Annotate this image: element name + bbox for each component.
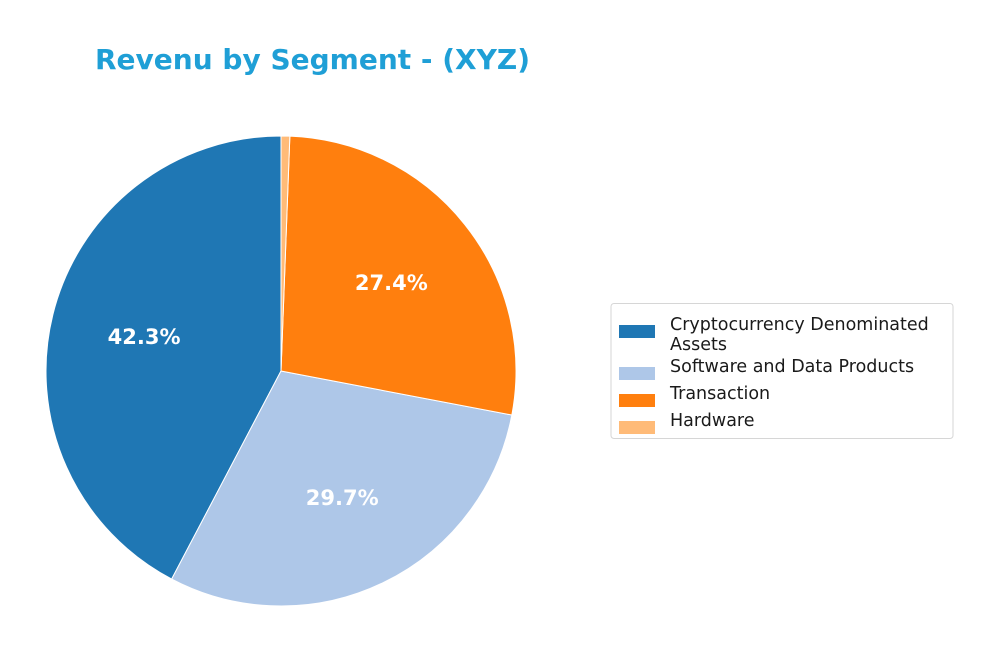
pie-slice bbox=[171, 370, 513, 607]
legend-swatch bbox=[619, 421, 655, 434]
legend-label: Hardware bbox=[670, 411, 755, 431]
legend-swatch bbox=[619, 325, 655, 338]
legend-items: Cryptocurrency Denominated AssetsSoftware… bbox=[619, 315, 929, 434]
legend-label: Software and Data Products bbox=[670, 357, 914, 377]
pie-slice bbox=[280, 135, 517, 416]
slice-percent-label: 29.7% bbox=[306, 486, 379, 510]
legend-frame bbox=[610, 303, 954, 439]
pie-slice bbox=[45, 135, 282, 580]
slice-percent-label: 27.4% bbox=[355, 271, 428, 295]
legend: Cryptocurrency Denominated AssetsSoftware… bbox=[610, 303, 954, 439]
legend-label: Cryptocurrency Denominated Assets bbox=[670, 315, 929, 355]
chart-title: Revenu by Segment - (XYZ) bbox=[95, 43, 530, 76]
pie-slice bbox=[280, 135, 291, 372]
legend-swatch bbox=[619, 394, 655, 407]
legend-label: Transaction bbox=[669, 384, 770, 404]
pie-slices bbox=[45, 135, 517, 607]
legend-swatch bbox=[619, 367, 655, 380]
slice-labels: 42.3% 29.7% 27.4% bbox=[108, 271, 428, 510]
slice-percent-label: 42.3% bbox=[108, 325, 181, 349]
